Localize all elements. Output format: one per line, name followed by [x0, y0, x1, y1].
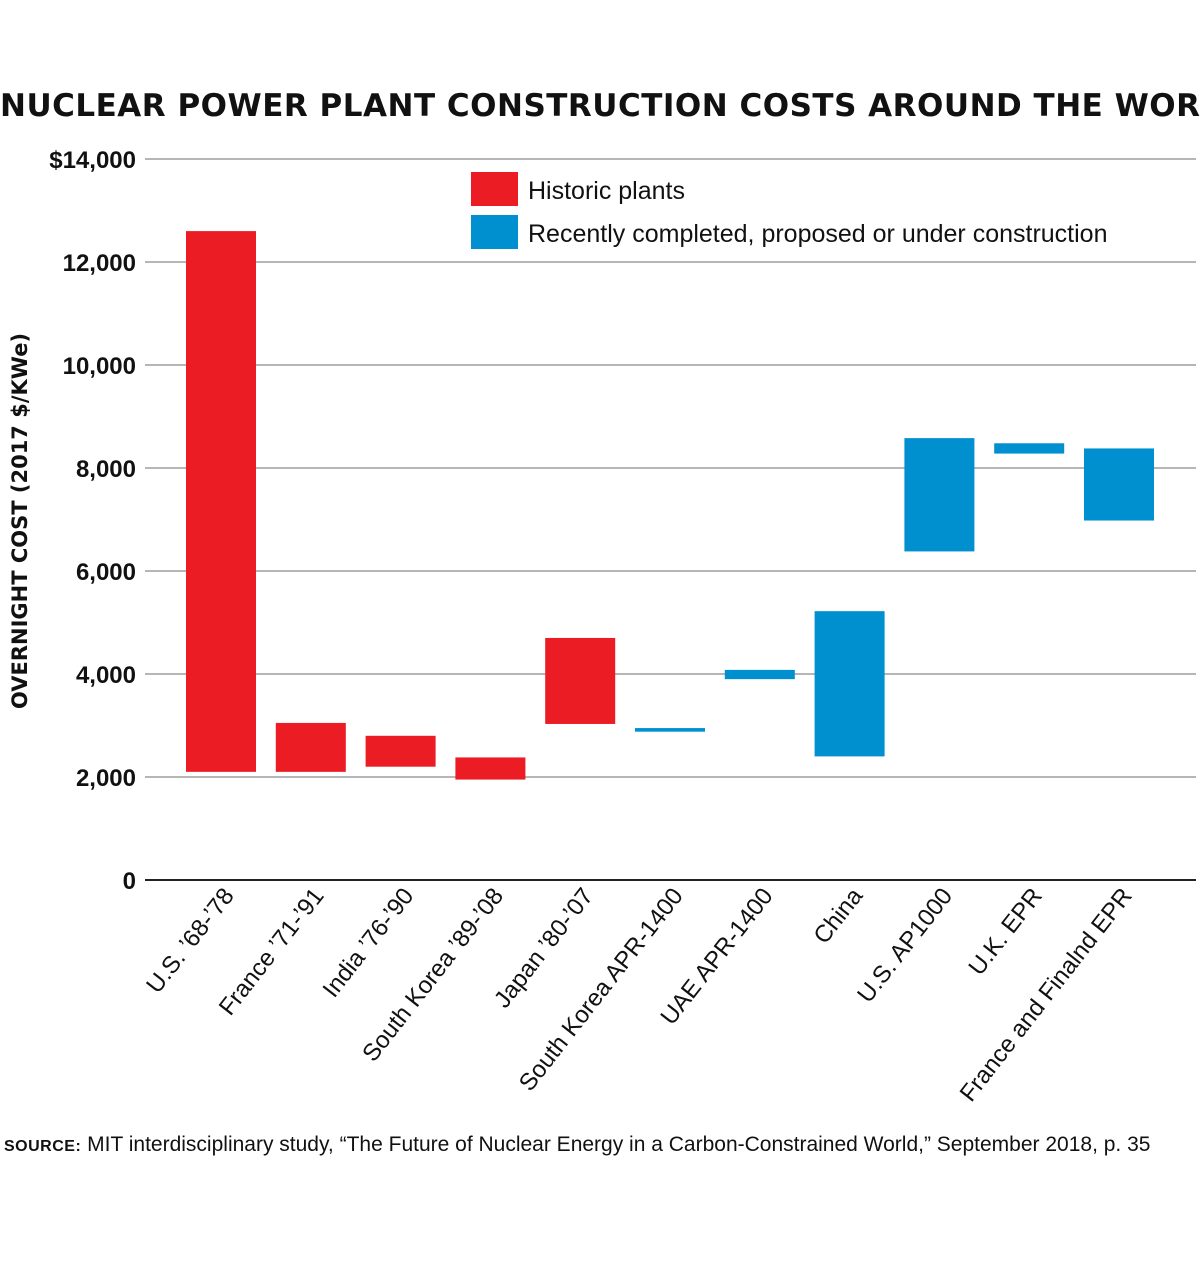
bar	[994, 443, 1065, 454]
x-tick-label: U.S. AP1000	[852, 883, 958, 1008]
x-tick-label: China	[808, 883, 868, 950]
y-tick-label: 0	[123, 868, 136, 895]
chart-svg: 0 2,000 4,000 6,000 8,000 10,000 12,000 $14,000…	[8, 147, 1196, 1107]
bar	[455, 757, 526, 780]
bar	[275, 722, 346, 772]
bar	[724, 669, 795, 680]
bar	[1084, 448, 1154, 521]
y-tick-label: 2,000	[76, 765, 136, 792]
bar	[635, 728, 705, 732]
grid-layer: 0 2,000 4,000 6,000 8,000 10,000 12,000 $14,000	[49, 147, 1196, 895]
source-note: source: MIT interdisciplinary study, “Th…	[4, 1130, 1194, 1162]
bar	[814, 611, 885, 757]
x-tick-label: U.S. ’68-’78	[141, 883, 239, 998]
x-tick-label: South Korea APR-1400	[514, 883, 689, 1096]
legend-swatch	[471, 215, 518, 249]
source-text: MIT interdisciplinary study, “The Future…	[87, 1133, 1151, 1156]
y-tick-label: 4,000	[76, 662, 136, 689]
chart-title: NUCLEAR POWER PLANT CONSTRUCTION COSTS A…	[0, 88, 1200, 124]
y-tick-label: 8,000	[76, 456, 136, 483]
x-tick-label: India ’76-’90	[318, 883, 420, 1003]
x-tick-label: France and Finalnd EPR	[955, 883, 1138, 1107]
legend-label: Recently completed, proposed or under co…	[528, 220, 1108, 248]
y-tick-label: 6,000	[76, 559, 136, 586]
bar	[545, 637, 616, 724]
bar	[904, 438, 975, 552]
legend-label: Historic plants	[528, 177, 685, 205]
y-tick-label: 10,000	[63, 353, 136, 380]
y-tick-label: 12,000	[63, 250, 136, 277]
legend: Historic plants Recently completed, propo…	[471, 172, 1108, 249]
bars-layer	[186, 231, 1154, 780]
source-label: source:	[4, 1138, 82, 1155]
x-tick-label: U.K. EPR	[963, 883, 1048, 981]
legend-swatch	[471, 172, 518, 206]
y-axis-label: OVERNIGHT COST (2017 $/KWe)	[8, 333, 32, 709]
y-tick-label: $14,000	[49, 147, 136, 174]
bar	[186, 231, 256, 772]
bar	[365, 735, 436, 767]
